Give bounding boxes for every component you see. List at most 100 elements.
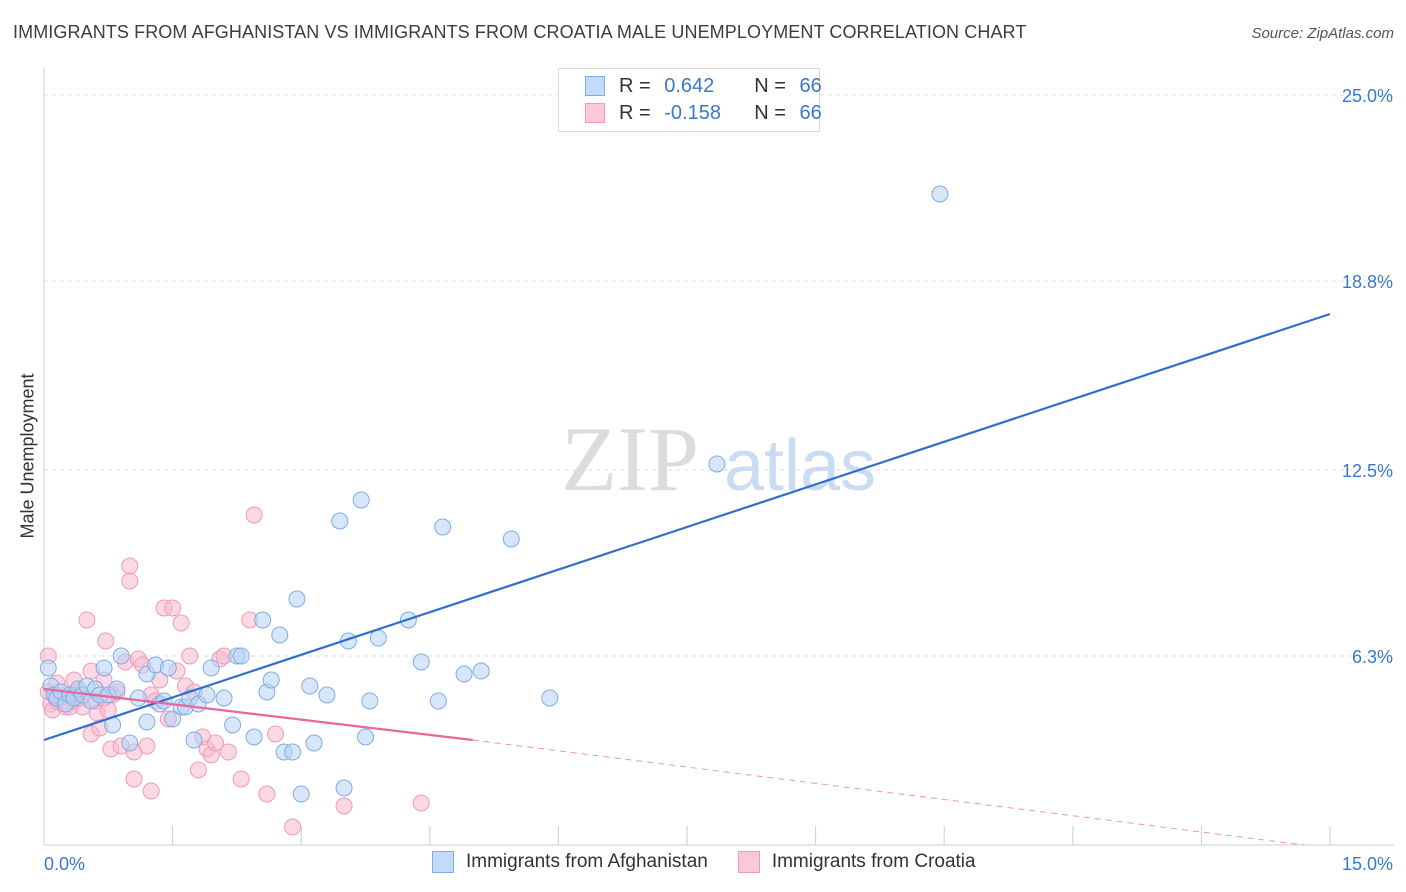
croatia-point bbox=[138, 737, 156, 755]
afghanistan-point bbox=[502, 530, 520, 548]
croatia-point bbox=[181, 647, 199, 665]
afghanistan-point bbox=[232, 647, 250, 665]
afghanistan-point bbox=[198, 686, 216, 704]
croatia-trend-extension bbox=[472, 739, 1305, 846]
afghanistan-point bbox=[352, 491, 370, 509]
legend-n-label: N = bbox=[754, 74, 786, 97]
croatia-point bbox=[121, 572, 139, 590]
afghanistan-point bbox=[288, 590, 306, 608]
x-tick-label: 0.0% bbox=[44, 854, 85, 874]
legend-n-value: 66 bbox=[799, 74, 822, 97]
croatia-point bbox=[219, 743, 237, 761]
afghanistan-point bbox=[112, 647, 130, 665]
croatia-point bbox=[232, 770, 250, 788]
afghanistan-point bbox=[159, 659, 177, 677]
afghanistan-point bbox=[138, 713, 156, 731]
croatia-trend-line bbox=[43, 687, 473, 742]
correlation-legend: R = 0.642 N = 66 R = -0.158 N = 66 bbox=[558, 68, 822, 132]
legend-r-value: 0.642 bbox=[664, 74, 715, 97]
legend-label-afghanistan: Immigrants from Afghanistan bbox=[466, 851, 708, 872]
afghanistan-point bbox=[429, 692, 447, 710]
croatia-point bbox=[172, 614, 190, 632]
croatia-point bbox=[97, 632, 115, 650]
legend-swatch-blue bbox=[432, 851, 454, 873]
croatia-point bbox=[284, 818, 302, 836]
y-tick-labels: 6.3% 12.5% 18.8% 25.0% bbox=[1342, 86, 1393, 667]
legend-r-label: R = bbox=[619, 74, 651, 97]
croatia-point bbox=[206, 734, 224, 752]
afghanistan-point bbox=[541, 689, 559, 707]
watermark: ZIP atlas bbox=[561, 408, 876, 510]
legend-n-label: N = bbox=[754, 101, 786, 124]
afghanistan-point bbox=[931, 185, 949, 203]
y-tick-label: 12.5% bbox=[1342, 461, 1393, 481]
legend-n-value: 66 bbox=[799, 101, 822, 124]
afghanistan-point bbox=[254, 611, 272, 629]
afghanistan-point bbox=[121, 734, 139, 752]
legend-row-croatia: R = -0.158 N = 66 bbox=[585, 101, 822, 125]
afghanistan-point bbox=[305, 734, 323, 752]
afghanistan-point bbox=[39, 659, 57, 677]
afghanistan-point bbox=[271, 626, 289, 644]
legend-item-croatia: Immigrants from Croatia bbox=[737, 851, 976, 873]
afghanistan-point bbox=[301, 677, 319, 695]
afghanistan-point bbox=[202, 659, 220, 677]
afghanistan-point bbox=[318, 686, 336, 704]
croatia-point bbox=[258, 785, 276, 803]
legend-r-value: -0.158 bbox=[664, 101, 721, 124]
x-tick-labels: 0.0% 15.0% bbox=[44, 854, 1393, 874]
afghanistan-point bbox=[361, 692, 379, 710]
croatia-point bbox=[245, 506, 263, 524]
afghanistan-point bbox=[108, 680, 126, 698]
croatia-point bbox=[121, 557, 139, 575]
afghanistan-point bbox=[357, 728, 374, 746]
grid-lines bbox=[44, 94, 1394, 657]
trend-lines bbox=[43, 312, 1331, 846]
x-ticks bbox=[172, 826, 1331, 845]
watermark-atlas: atlas bbox=[724, 426, 876, 506]
afghanistan-point bbox=[434, 518, 452, 536]
afghanistan-point bbox=[369, 629, 387, 647]
afghanistan-point bbox=[412, 653, 430, 671]
axes bbox=[43, 68, 1394, 846]
afghanistan-point bbox=[292, 785, 310, 803]
source-label: Source: ZipAtlas.com bbox=[1251, 25, 1394, 42]
afghanistan-point bbox=[335, 779, 353, 797]
afghanistan-point bbox=[95, 659, 113, 677]
chart-title: IMMIGRANTS FROM AFGHANISTAN VS IMMIGRANT… bbox=[13, 22, 1027, 42]
afghanistan-point bbox=[284, 743, 302, 761]
afghanistan-point bbox=[455, 665, 473, 683]
croatia-point bbox=[125, 770, 143, 788]
y-tick-label: 25.0% bbox=[1342, 86, 1393, 106]
y-axis-label: Male Unemployment bbox=[17, 373, 38, 539]
series-legend: Immigrants from Afghanistan Immigrants f… bbox=[432, 851, 1006, 873]
afghanistan-trend-line bbox=[43, 312, 1331, 742]
afghanistan-point bbox=[262, 671, 280, 689]
croatia-point bbox=[142, 782, 160, 800]
legend-row-afghanistan: R = 0.642 N = 66 bbox=[585, 74, 822, 98]
croatia-point bbox=[164, 599, 182, 617]
x-tick-label: 15.0% bbox=[1342, 854, 1393, 874]
legend-r-label: R = bbox=[619, 101, 651, 124]
legend-swatch-pink bbox=[737, 851, 760, 873]
y-tick-label: 6.3% bbox=[1352, 647, 1393, 667]
legend-item-afghanistan: Immigrants from Afghanistan bbox=[432, 851, 708, 873]
legend-swatch-pink bbox=[585, 103, 605, 123]
afghanistan-point bbox=[164, 710, 182, 728]
afghanistan-point bbox=[185, 731, 203, 749]
croatia-point bbox=[335, 797, 353, 815]
afghanistan-point bbox=[215, 689, 233, 707]
legend-swatch-blue bbox=[585, 76, 605, 96]
croatia-point bbox=[78, 611, 96, 629]
legend-label-croatia: Immigrants from Croatia bbox=[771, 851, 976, 872]
afghanistan-point bbox=[245, 728, 263, 746]
croatia-point bbox=[189, 761, 207, 779]
afghanistan-point bbox=[708, 455, 726, 473]
afghanistan-point bbox=[129, 689, 147, 707]
croatia-point bbox=[266, 725, 284, 743]
y-tick-label: 18.8% bbox=[1342, 272, 1393, 292]
afghanistan-point bbox=[472, 662, 490, 680]
afghanistan-point bbox=[224, 716, 242, 734]
afghanistan-point bbox=[331, 512, 349, 530]
